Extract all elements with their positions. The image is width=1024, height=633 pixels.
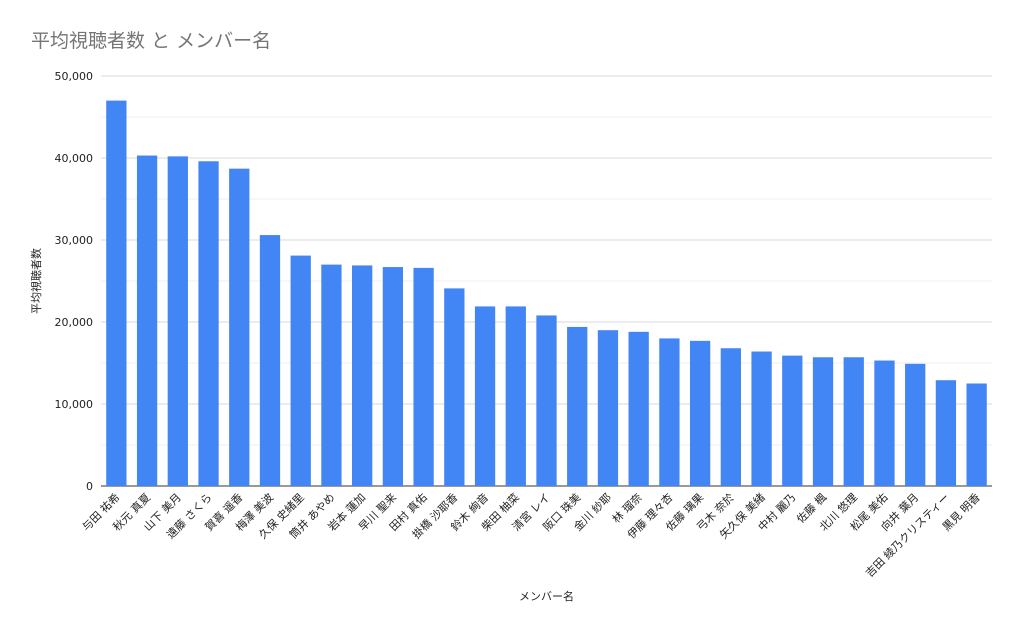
bar	[167, 156, 188, 487]
bar	[628, 331, 649, 486]
bar	[935, 380, 957, 486]
y-tick-label: 50,000	[55, 70, 94, 83]
chart-title: 平均視聴者数 と メンバー名	[31, 30, 272, 52]
y-axis-title: 平均視聴者数	[29, 248, 43, 314]
bar	[136, 155, 158, 487]
x-axis-title: メンバー名	[519, 589, 574, 603]
bar	[966, 383, 987, 486]
y-tick-label: 20,000	[55, 316, 94, 329]
bar	[290, 255, 311, 486]
y-axis-ticks: 0 10,000 20,000 30,000 40,000 50,000	[55, 70, 94, 493]
bar	[874, 360, 895, 486]
bar	[905, 363, 926, 486]
bar	[689, 340, 711, 486]
bar	[382, 267, 404, 486]
y-tick-label: 40,000	[55, 152, 94, 165]
bar	[505, 306, 526, 486]
bar	[536, 315, 557, 486]
y-tick-label: 10,000	[55, 398, 94, 411]
bar	[782, 355, 803, 486]
bar	[352, 265, 373, 486]
bar	[198, 161, 219, 486]
bar	[843, 357, 864, 486]
bar	[413, 267, 434, 486]
bars	[106, 100, 987, 487]
y-tick-label: 30,000	[55, 234, 94, 247]
bar	[229, 168, 250, 486]
bar	[567, 326, 588, 486]
bar	[812, 357, 834, 486]
bar	[321, 264, 342, 486]
bar	[751, 351, 772, 486]
bar	[597, 330, 619, 486]
bar	[720, 348, 741, 486]
bar	[474, 306, 496, 486]
y-tick-label: 0	[86, 480, 93, 493]
bar	[444, 288, 465, 486]
bar	[106, 100, 127, 486]
bar	[259, 235, 281, 486]
bar	[659, 338, 680, 486]
